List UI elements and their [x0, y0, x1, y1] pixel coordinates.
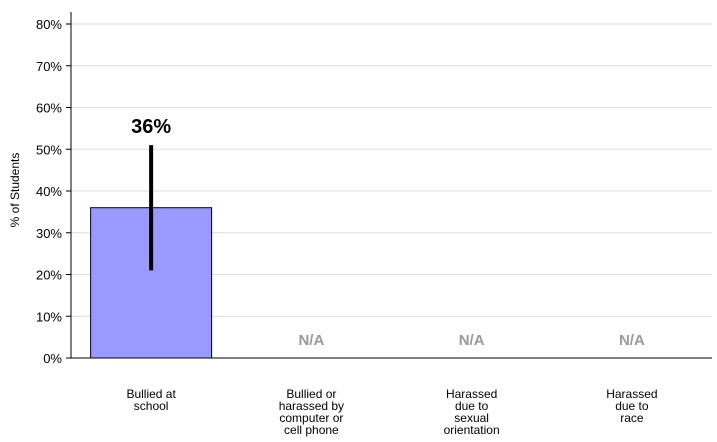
category-labels: Bullied at school Bullied or harassed by com…	[126, 387, 657, 437]
category-label-line: Harassed	[446, 387, 497, 401]
category-label-line: cell phone	[284, 423, 339, 437]
y-tick-label: 50%	[36, 142, 62, 157]
category-label-line: sexual	[454, 411, 489, 425]
y-tick-label: 80%	[36, 17, 62, 32]
category-label-line: school	[134, 399, 169, 413]
category-label-line: race	[620, 411, 644, 425]
category-label-line: harassed by	[279, 399, 344, 413]
y-tick-label: 40%	[36, 184, 62, 199]
y-tick-labels: 0% 10% 20% 30% 40% 50% 60% 70% 80%	[36, 17, 71, 366]
data-labels: 36% N/A N/A N/A	[131, 116, 645, 349]
category-label: Bullied or harassed by computer or cell pho…	[279, 387, 344, 437]
category-label-line: Harassed	[606, 387, 657, 401]
category-label-line: due to	[615, 399, 649, 413]
category-label: Bullied at school	[126, 387, 176, 413]
y-tick-label: 30%	[36, 226, 62, 241]
na-label: N/A	[459, 332, 485, 349]
y-tick-label: 70%	[36, 59, 62, 74]
y-tick-label: 20%	[36, 268, 62, 283]
category-label: Harassed due to sexual orientation	[444, 387, 500, 437]
na-label: N/A	[298, 332, 324, 349]
y-tick-label: 0%	[43, 351, 62, 366]
category-label: Harassed due to race	[606, 387, 657, 425]
category-label-line: orientation	[444, 423, 500, 437]
y-tick-label: 10%	[36, 309, 62, 324]
y-axis-label: % of Students	[8, 153, 22, 228]
category-label-line: Bullied or	[286, 387, 336, 401]
category-label-line: due to	[455, 399, 489, 413]
category-label-line: computer or	[279, 411, 343, 425]
axes	[70, 12, 712, 359]
na-label: N/A	[619, 332, 645, 349]
data-label: 36%	[131, 116, 171, 138]
y-tick-label: 60%	[36, 101, 62, 116]
category-label-line: Bullied at	[126, 387, 176, 401]
